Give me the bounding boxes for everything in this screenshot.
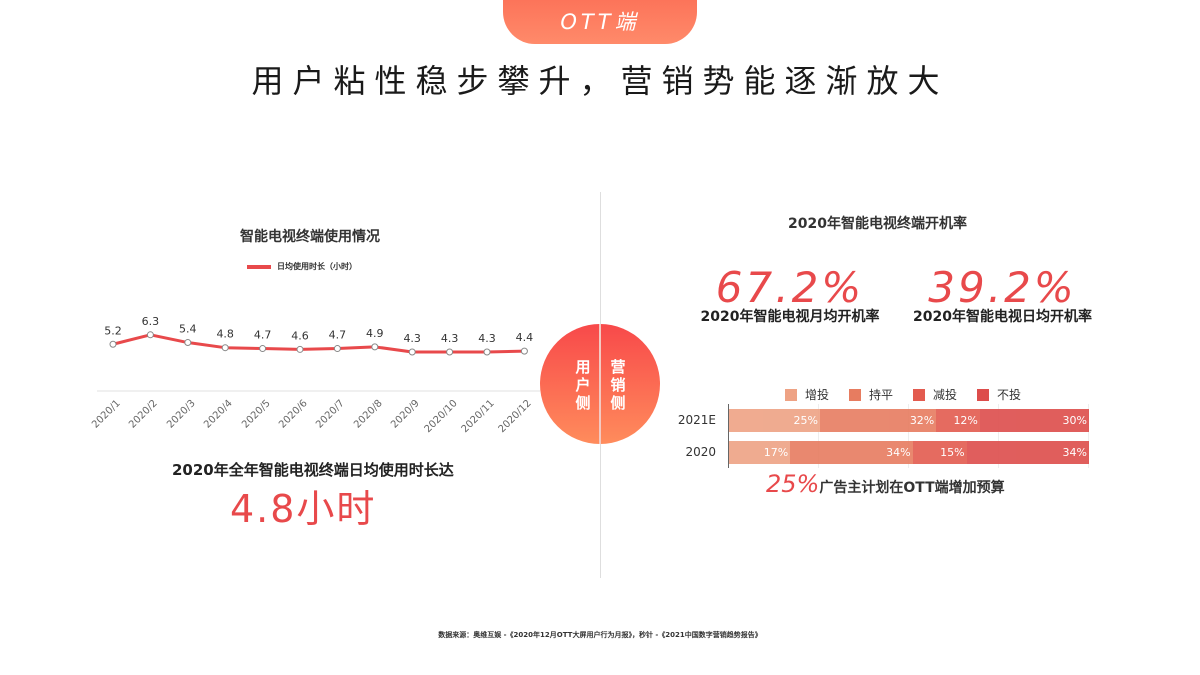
- data-label: 6.3: [142, 315, 160, 328]
- data-label: 4.3: [441, 332, 459, 345]
- line-chart-title: 智能电视终端使用情况: [240, 229, 380, 245]
- data-label: 4.4: [516, 331, 534, 344]
- budget-note-pct: 25%: [766, 470, 820, 498]
- data-label: 4.3: [478, 332, 496, 345]
- data-label: 4.9: [366, 327, 384, 340]
- bar-segment: 32%: [819, 409, 937, 432]
- legend-label: 不投: [997, 388, 1022, 402]
- gridline: [1088, 404, 1089, 468]
- usage-summary-text: 2020年全年智能电视终端日均使用时长达: [172, 461, 454, 479]
- bar-row: 25% 32% 12% 30%: [729, 409, 1089, 432]
- stat-label: 2020年智能电视月均开机率: [700, 309, 880, 325]
- stat-value: 39.2%: [928, 263, 1077, 312]
- data-point: [259, 345, 267, 353]
- budget-note: 25% 广告主计划在OTT端增加预算: [766, 470, 1005, 498]
- legend-item: 持平: [849, 386, 893, 403]
- bar-segment: 17%: [729, 441, 791, 464]
- data-point: [296, 345, 304, 353]
- monthly-boot-rate-stat: 67.2% 2020年智能电视月均开机率: [680, 266, 900, 326]
- data-label: 4.3: [403, 332, 421, 345]
- data-source-footer: 数据来源：奥维互娱 -《2020年12月OTT大屏用户行为月报》，秒针 -《20…: [438, 631, 762, 639]
- bar-category-label: 2021E: [677, 413, 716, 427]
- budget-note-text: 广告主计划在OTT端增加预算: [819, 480, 1005, 496]
- data-label: 4.6: [291, 329, 309, 342]
- circle-split-line: [599, 324, 601, 444]
- stat-value: 67.2%: [715, 263, 865, 312]
- gridline: [908, 404, 909, 468]
- legend-swatch: [849, 388, 862, 401]
- legend-swatch: [913, 388, 926, 401]
- data-point: [146, 331, 154, 339]
- bar-segment: 12%: [936, 409, 980, 432]
- bar-chart-legend: 增投 持平 减投 不投: [785, 386, 1041, 403]
- data-point: [446, 348, 454, 356]
- legend-swatch: [977, 388, 990, 401]
- data-point: [184, 339, 192, 347]
- boot-rate-title: 2020年智能电视终端开机率: [788, 216, 967, 232]
- gridline: [818, 404, 819, 468]
- bar-chart-axis: [728, 404, 729, 468]
- bar-segment: 34%: [790, 441, 913, 464]
- legend-item: 不投: [977, 386, 1021, 403]
- data-label: 4.7: [329, 329, 347, 342]
- bar-segment: 25%: [729, 409, 820, 432]
- stat-label: 2020年智能电视日均开机率: [913, 309, 1092, 325]
- data-point: [408, 348, 416, 356]
- gridline: [998, 404, 999, 468]
- line-chart: 5.2 6.3 5.4 4.8 4.7 4.6 4.7 4.9 4.3 4.3 4.3 4.4: [97, 315, 540, 392]
- legend-label: 增投: [805, 388, 830, 402]
- usage-summary-value: 4.8小时: [230, 487, 377, 531]
- legend-item: 减投: [913, 386, 957, 403]
- data-point: [371, 343, 379, 351]
- page-title: 用户粘性稳步攀升，营销势能逐渐放大: [251, 62, 949, 100]
- data-point: [333, 345, 341, 353]
- legend-label: 持平: [869, 388, 894, 402]
- legend-swatch: [785, 388, 797, 401]
- data-label: 5.2: [104, 324, 122, 337]
- section-tab-badge: OTT端: [503, 0, 697, 44]
- marketing-side-label: 营销侧: [610, 358, 626, 412]
- user-marketing-circle: 用户侧 营销侧: [540, 324, 660, 444]
- bar-row: 17% 34% 15% 34%: [729, 441, 1089, 464]
- data-point: [221, 344, 229, 352]
- data-label: 5.4: [179, 323, 197, 336]
- daily-boot-rate-stat: 39.2% 2020年智能电视日均开机率: [895, 266, 1110, 326]
- legend-label: 减投: [933, 388, 958, 402]
- legend-swatch: [247, 264, 271, 269]
- bar-segment: 34%: [966, 441, 1089, 464]
- bar-category-label: 2020: [685, 445, 716, 459]
- legend-item: 增投: [785, 386, 829, 403]
- bar-segment: 15%: [912, 441, 967, 464]
- user-side-label: 用户侧: [575, 358, 591, 412]
- legend-label: 日均使用时长（小时）: [277, 262, 357, 271]
- data-label: 4.8: [216, 328, 234, 341]
- data-point: [483, 348, 491, 356]
- data-point: [520, 347, 528, 355]
- bar-segment: 30%: [979, 409, 1089, 432]
- data-point: [109, 340, 117, 348]
- data-label: 4.7: [254, 329, 272, 342]
- line-chart-legend: 日均使用时长（小时）: [247, 261, 357, 272]
